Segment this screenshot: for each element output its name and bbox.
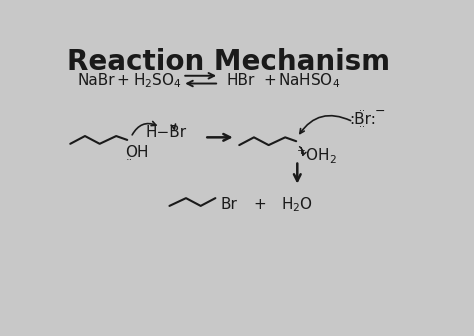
Text: NaBr: NaBr — [78, 73, 115, 88]
Text: H−Br: H−Br — [145, 125, 186, 140]
Text: +: + — [116, 73, 129, 88]
Text: −: − — [374, 105, 385, 118]
Text: H$_2$SO$_4$: H$_2$SO$_4$ — [133, 71, 182, 90]
Text: ··: ·· — [359, 107, 365, 117]
Text: ··: ·· — [126, 156, 133, 165]
Text: HBr: HBr — [227, 73, 255, 88]
Text: +: + — [263, 73, 276, 88]
Text: H$_2$O: H$_2$O — [282, 195, 313, 214]
Text: +: + — [253, 197, 266, 212]
Text: :Br:: :Br: — [349, 112, 376, 127]
Text: NaHSO$_4$: NaHSO$_4$ — [278, 71, 340, 90]
Text: Reaction Mechanism: Reaction Mechanism — [66, 48, 390, 76]
Text: Br: Br — [221, 197, 238, 212]
Text: OH: OH — [125, 145, 148, 160]
Text: $^{+}$OH$_2$: $^{+}$OH$_2$ — [296, 145, 337, 165]
Text: ··: ·· — [359, 122, 365, 132]
